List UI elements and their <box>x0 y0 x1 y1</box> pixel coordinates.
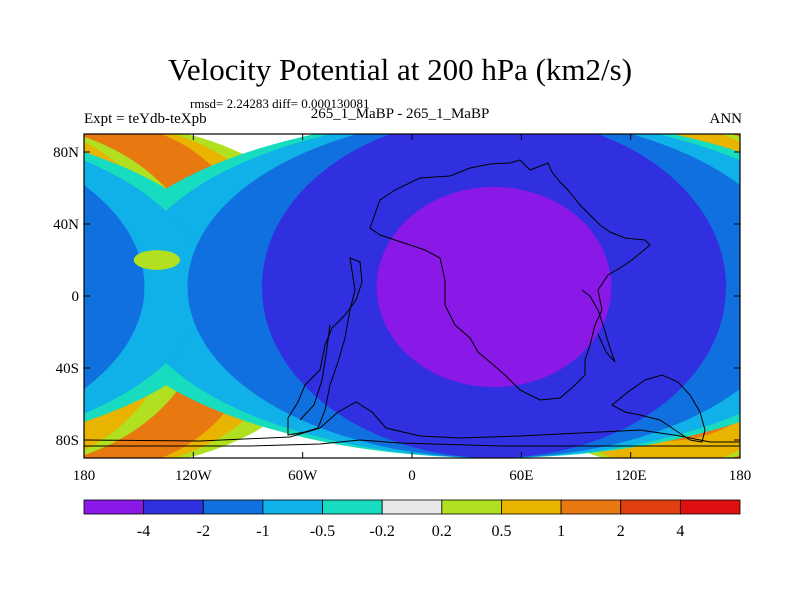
season-label: ANN <box>709 111 743 127</box>
colorbar-label: 4 <box>676 523 684 540</box>
colorbar-swatch <box>83 499 145 515</box>
colorbar-swatch <box>560 499 622 515</box>
continent-america-west-coast-outline <box>299 324 331 421</box>
colorbar-swatch <box>620 499 681 515</box>
colorbar-swatch <box>679 499 741 515</box>
colorbar-swatch <box>262 499 323 515</box>
x-tick-label: 120W <box>175 468 213 484</box>
colorbar-label: -0.2 <box>370 523 395 540</box>
case-label: 265_1_MaBP - 265_1_MaBP <box>310 106 490 122</box>
colorbar-swatch <box>381 499 443 515</box>
continent-antarctica-outline <box>84 401 740 443</box>
colorbar-label: -2 <box>197 523 210 540</box>
colorbar-label: 2 <box>617 523 625 540</box>
contour-field <box>84 134 740 458</box>
continent-australia-outline <box>611 374 706 443</box>
continent-africa-outline <box>369 159 651 401</box>
x-tick-label: 180 <box>729 468 752 484</box>
axes: 180 120W 60W 0 60E 120E 180 80N 40N 0 40S 80S <box>53 134 751 484</box>
colorbar: -4 -2 -1 -0.5 -0.2 0.2 0.5 1 2 4 <box>83 499 741 540</box>
y-tick-label: 40S <box>56 361 79 377</box>
y-tick-label: 0 <box>72 289 80 305</box>
colorbar-swatch <box>501 499 562 515</box>
continent-antarctica-interior-outline <box>84 439 740 447</box>
x-tick-label: 0 <box>408 468 416 484</box>
contour-band-convergent-center--4 <box>376 186 612 388</box>
colorbar-label: -4 <box>137 523 150 540</box>
contour-band-convergent-center--1-wrap <box>84 185 145 389</box>
experiment-label: Expt = teYdb-teXpb <box>84 111 207 127</box>
contour-band-local-minimum-0p2 <box>133 250 181 270</box>
y-tick-label: 40N <box>53 217 79 233</box>
continent-outlines <box>84 159 740 447</box>
colorbar-swatch <box>143 499 204 515</box>
y-tick-label: 80N <box>53 145 79 161</box>
stats-line: rmsd= 2.24283 diff= 0.000130081 <box>190 96 370 111</box>
chart-title: Velocity Potential at 200 hPa (km2/s) <box>167 52 633 87</box>
x-tick-label: 60W <box>288 468 318 484</box>
colorbar-swatch <box>202 499 264 515</box>
colorbar-swatch <box>441 499 502 515</box>
x-tick-label: 120E <box>615 468 647 484</box>
x-tick-label: 60E <box>509 468 533 484</box>
colorbar-label: -0.5 <box>310 523 335 540</box>
colorbar-swatch <box>322 499 383 515</box>
continent-south-america-outline <box>287 257 363 436</box>
colorbar-label: 0.5 <box>492 523 512 540</box>
colorbar-label: -1 <box>256 523 269 540</box>
continent-maritime-outline <box>581 289 616 363</box>
x-tick-label: 180 <box>73 468 96 484</box>
colorbar-label: 1 <box>557 523 565 540</box>
colorbar-label: 0.2 <box>432 523 452 540</box>
y-tick-label: 80S <box>56 433 79 449</box>
